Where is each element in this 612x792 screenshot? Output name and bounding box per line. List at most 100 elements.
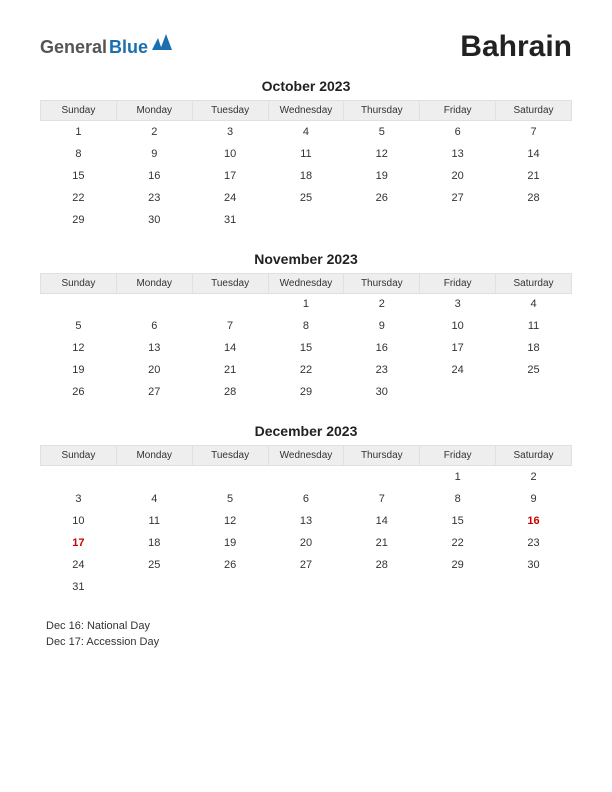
calendar-row: 12	[41, 466, 572, 488]
weekday-header: Monday	[116, 446, 192, 466]
calendar-cell: 19	[41, 359, 117, 381]
calendar-cell: 11	[116, 510, 192, 532]
calendar-cell: 4	[496, 293, 572, 315]
calendar-cell: 22	[268, 359, 344, 381]
calendar-cell: 24	[420, 359, 496, 381]
calendar-cell	[496, 381, 572, 403]
calendar-cell: 19	[344, 165, 420, 187]
calendar-cell	[420, 576, 496, 598]
calendar-cell	[420, 209, 496, 231]
month-block: December 2023SundayMondayTuesdayWednesda…	[40, 423, 572, 598]
calendar-cell: 23	[496, 532, 572, 554]
calendar-cell: 5	[192, 488, 268, 510]
calendar-cell: 15	[420, 510, 496, 532]
calendar-cell: 29	[268, 381, 344, 403]
calendar-cell: 13	[268, 510, 344, 532]
month-block: November 2023 SundayMondayTuesdayWednesda…	[40, 251, 572, 404]
calendar-cell: 18	[268, 165, 344, 187]
calendar-cell: 8	[420, 488, 496, 510]
calendar-cell: 30	[116, 209, 192, 231]
logo-text-general: General	[40, 37, 107, 58]
calendar-cell: 6	[116, 315, 192, 337]
calendar-cell	[116, 293, 192, 315]
calendar-cell: 9	[496, 488, 572, 510]
logo-icon	[152, 34, 172, 50]
calendar-cell: 6	[420, 121, 496, 143]
weekday-header: Wednesday	[268, 273, 344, 293]
calendar-cell: 17	[41, 532, 117, 554]
calendar-cell: 4	[116, 488, 192, 510]
calendar-cell: 27	[116, 381, 192, 403]
weekday-header: Saturday	[496, 273, 572, 293]
calendar-cell: 10	[192, 143, 268, 165]
calendar-cell: 22	[41, 187, 117, 209]
calendar-cell	[268, 209, 344, 231]
calendar-cell: 18	[496, 337, 572, 359]
calendar-cell	[41, 466, 117, 488]
calendar-cell: 25	[268, 187, 344, 209]
calendar-cell: 9	[344, 315, 420, 337]
country-title: Bahrain	[460, 30, 572, 64]
calendar-cell: 31	[41, 576, 117, 598]
calendar-cell: 8	[268, 315, 344, 337]
weekday-header: Monday	[116, 101, 192, 121]
calendar-cell: 18	[116, 532, 192, 554]
calendar-cell: 21	[192, 359, 268, 381]
calendar-cell: 12	[192, 510, 268, 532]
calendar-cell: 11	[268, 143, 344, 165]
calendar-cell: 24	[41, 554, 117, 576]
calendar-cell: 2	[344, 293, 420, 315]
calendar-table: SundayMondayTuesdayWednesdayThursdayFrid…	[40, 273, 572, 404]
calendar-cell: 13	[116, 337, 192, 359]
weekday-header: Friday	[420, 446, 496, 466]
weekday-header: Saturday	[496, 446, 572, 466]
month-block: October 2023SundayMondayTuesdayWednesday…	[40, 78, 572, 231]
calendar-row: 3456789	[41, 488, 572, 510]
calendar-cell: 1	[420, 466, 496, 488]
holiday-list: Dec 16: National DayDec 17: Accession Da…	[40, 618, 572, 651]
calendar-cell: 7	[496, 121, 572, 143]
calendar-row: 2627282930	[41, 381, 572, 403]
calendar-row: 567891011	[41, 315, 572, 337]
weekday-header: Friday	[420, 101, 496, 121]
calendar-row: 10111213141516	[41, 510, 572, 532]
weekday-header: Tuesday	[192, 101, 268, 121]
calendar-cell: 21	[344, 532, 420, 554]
weekday-header: Friday	[420, 273, 496, 293]
weekday-header: Tuesday	[192, 446, 268, 466]
calendar-cell: 23	[344, 359, 420, 381]
calendar-row: 24252627282930	[41, 554, 572, 576]
calendar-cell	[192, 466, 268, 488]
month-title: November 2023	[40, 251, 572, 267]
calendar-cell: 30	[496, 554, 572, 576]
calendar-cell: 27	[420, 187, 496, 209]
header: General Blue Bahrain	[40, 30, 572, 64]
calendar-cell: 20	[116, 359, 192, 381]
calendar-row: 1234	[41, 293, 572, 315]
months-container: October 2023SundayMondayTuesdayWednesday…	[40, 78, 572, 598]
calendar-cell: 24	[192, 187, 268, 209]
calendar-cell: 13	[420, 143, 496, 165]
calendar-cell	[344, 576, 420, 598]
calendar-cell	[496, 209, 572, 231]
calendar-row: 12131415161718	[41, 337, 572, 359]
weekday-header: Saturday	[496, 101, 572, 121]
calendar-cell: 28	[344, 554, 420, 576]
weekday-header: Tuesday	[192, 273, 268, 293]
calendar-row: 15161718192021	[41, 165, 572, 187]
month-title: December 2023	[40, 423, 572, 439]
calendar-cell: 25	[496, 359, 572, 381]
calendar-cell: 27	[268, 554, 344, 576]
calendar-cell: 17	[420, 337, 496, 359]
calendar-cell: 11	[496, 315, 572, 337]
weekday-header: Sunday	[41, 273, 117, 293]
calendar-row: 17181920212223	[41, 532, 572, 554]
calendar-cell	[420, 381, 496, 403]
calendar-cell: 22	[420, 532, 496, 554]
holiday-item: Dec 17: Accession Day	[46, 634, 572, 651]
calendar-cell: 15	[268, 337, 344, 359]
calendar-cell: 28	[192, 381, 268, 403]
calendar-cell	[496, 576, 572, 598]
calendar-cell: 25	[116, 554, 192, 576]
calendar-cell	[268, 576, 344, 598]
